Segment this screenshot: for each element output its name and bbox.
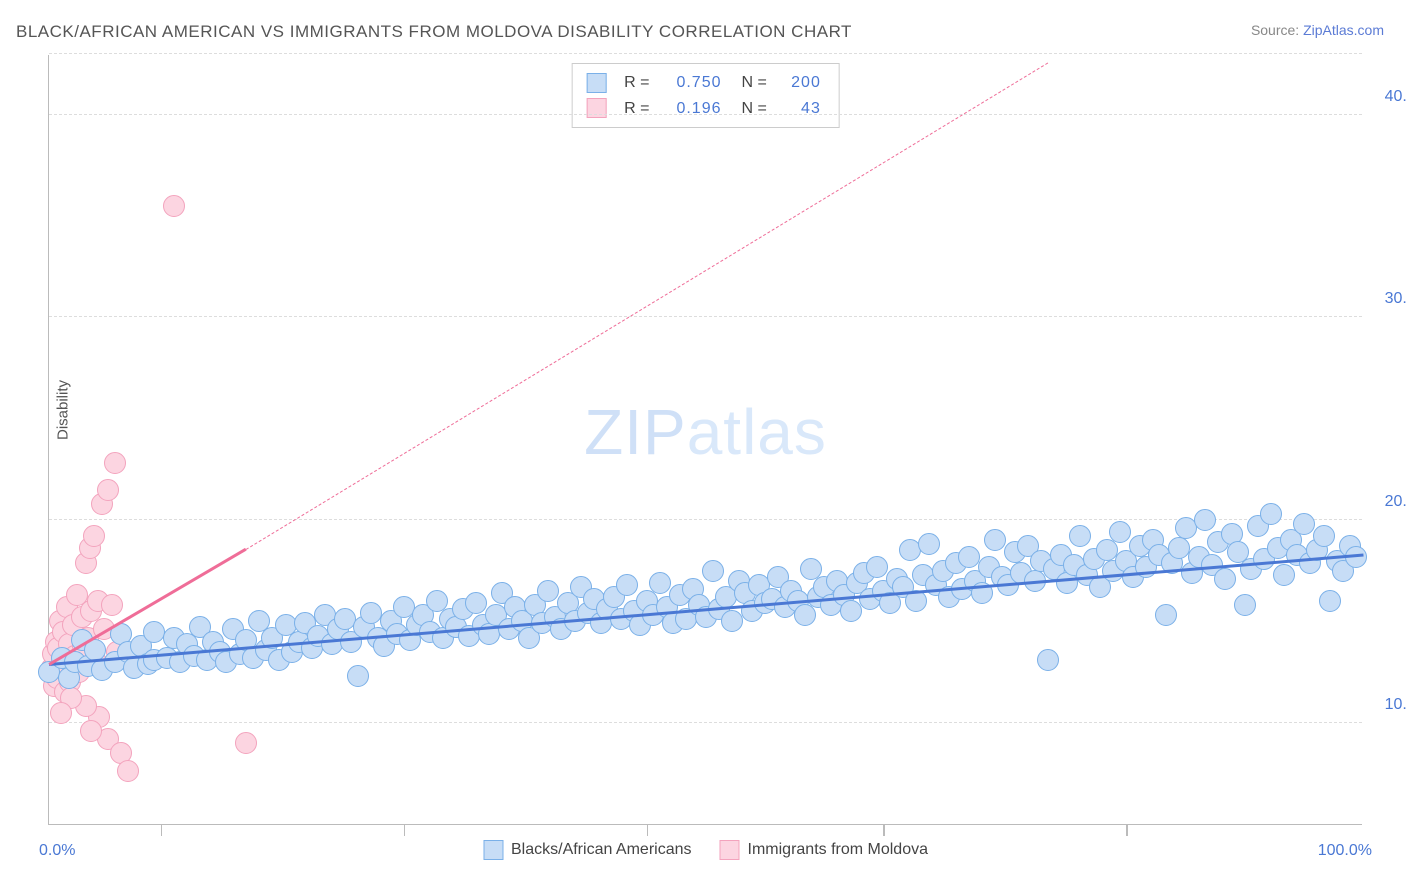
- source-attribution: Source: ZipAtlas.com: [1251, 22, 1384, 38]
- chart-title: BLACK/AFRICAN AMERICAN VS IMMIGRANTS FRO…: [16, 22, 852, 42]
- watermark-thin: atlas: [687, 396, 827, 468]
- scatter-point-a: [1109, 521, 1131, 543]
- legend-item-b: Immigrants from Moldova: [720, 840, 929, 860]
- scatter-point-b: [235, 732, 257, 754]
- source-link[interactable]: ZipAtlas.com: [1303, 22, 1384, 38]
- x-axis-min-label: 0.0%: [39, 842, 75, 860]
- scatter-point-a: [334, 608, 356, 630]
- scatter-point-b: [163, 195, 185, 217]
- y-tick-label: 20.0%: [1385, 493, 1406, 511]
- x-tick: [161, 824, 163, 836]
- scatter-point-a: [1319, 590, 1341, 612]
- source-prefix: Source:: [1251, 22, 1303, 38]
- scatter-point-b: [80, 720, 102, 742]
- gridline: [49, 722, 1362, 723]
- y-tick-label: 40.0%: [1385, 88, 1406, 106]
- scatter-point-a: [1234, 594, 1256, 616]
- scatter-point-a: [616, 574, 638, 596]
- gridline: [49, 316, 1362, 317]
- legend-item-a: Blacks/African Americans: [483, 840, 692, 860]
- x-tick: [404, 824, 406, 836]
- scatter-point-a: [918, 533, 940, 555]
- legend-n-label: N =: [742, 70, 767, 96]
- scatter-point-b: [101, 594, 123, 616]
- scatter-point-a: [1175, 517, 1197, 539]
- legend-r-label: R =: [624, 70, 649, 96]
- top-legend-row: R = 0.196 N = 43: [586, 96, 821, 122]
- scatter-point-a: [1260, 503, 1282, 525]
- x-tick: [883, 824, 885, 836]
- scatter-point-a: [984, 529, 1006, 551]
- top-legend: R = 0.750 N = 200 R = 0.196 N = 43: [571, 63, 840, 128]
- scatter-point-a: [794, 604, 816, 626]
- x-tick: [647, 824, 649, 836]
- scatter-point-b: [104, 452, 126, 474]
- legend-n-value: 200: [777, 70, 821, 96]
- watermark: ZIPatlas: [584, 395, 827, 469]
- gridline: [49, 519, 1362, 520]
- scatter-point-a: [1069, 525, 1091, 547]
- legend-swatch: [586, 73, 606, 93]
- legend-label-b: Immigrants from Moldova: [748, 841, 929, 858]
- scatter-point-a: [866, 556, 888, 578]
- scatter-point-a: [899, 539, 921, 561]
- scatter-point-a: [1273, 564, 1295, 586]
- x-axis-max-label: 100.0%: [1318, 842, 1372, 860]
- y-tick-label: 10.0%: [1385, 696, 1406, 714]
- scatter-point-a: [840, 600, 862, 622]
- legend-r-label: R =: [624, 96, 649, 122]
- scatter-point-a: [1037, 649, 1059, 671]
- trend-line: [246, 63, 1048, 550]
- scatter-point-a: [465, 592, 487, 614]
- scatter-point-a: [649, 572, 671, 594]
- scatter-point-a: [347, 665, 369, 687]
- scatter-point-a: [1168, 537, 1190, 559]
- legend-n-label: N =: [742, 96, 767, 122]
- scatter-point-a: [721, 610, 743, 632]
- legend-swatch-b: [720, 840, 740, 860]
- scatter-point-a: [1313, 525, 1335, 547]
- y-axis-label: Disability: [55, 379, 72, 439]
- bottom-legend: Blacks/African Americans Immigrants from…: [483, 840, 928, 860]
- scatter-point-a: [143, 621, 165, 643]
- legend-r-value: 0.196: [660, 96, 722, 122]
- legend-swatch: [586, 98, 606, 118]
- y-tick-label: 30.0%: [1385, 290, 1406, 308]
- scatter-point-a: [702, 560, 724, 582]
- scatter-point-a: [360, 602, 382, 624]
- scatter-point-a: [1155, 604, 1177, 626]
- watermark-bold: ZIP: [584, 396, 687, 468]
- gridline: [49, 114, 1362, 115]
- scatter-point-a: [958, 546, 980, 568]
- scatter-point-a: [537, 580, 559, 602]
- gridline: [49, 53, 1362, 54]
- scatter-point-b: [50, 702, 72, 724]
- top-legend-row: R = 0.750 N = 200: [586, 70, 821, 96]
- scatter-point-a: [1194, 509, 1216, 531]
- legend-swatch-a: [483, 840, 503, 860]
- legend-n-value: 43: [777, 96, 821, 122]
- scatter-point-a: [1214, 568, 1236, 590]
- scatter-point-b: [117, 760, 139, 782]
- legend-r-value: 0.750: [660, 70, 722, 96]
- legend-label-a: Blacks/African Americans: [511, 841, 692, 858]
- plot-area: Disability ZIPatlas 0.0% 100.0% Blacks/A…: [48, 55, 1362, 825]
- x-tick: [1126, 824, 1128, 836]
- scatter-point-b: [97, 479, 119, 501]
- scatter-point-a: [1293, 513, 1315, 535]
- scatter-point-a: [1096, 539, 1118, 561]
- scatter-point-b: [83, 525, 105, 547]
